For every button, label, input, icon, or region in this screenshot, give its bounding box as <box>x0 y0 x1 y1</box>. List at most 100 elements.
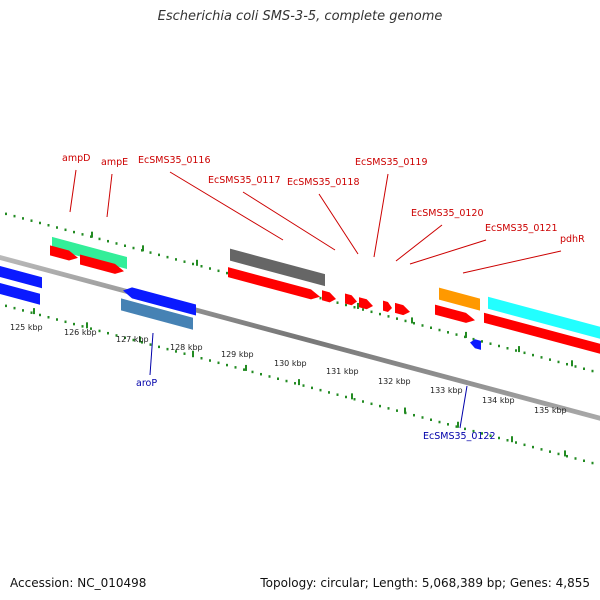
outer-scale-minor-tick <box>498 344 500 348</box>
inner-scale-minor-tick <box>158 345 160 349</box>
inner-scale-minor-tick <box>166 347 169 351</box>
outer-scale-minor-tick <box>574 365 577 368</box>
outer-scale-minor-tick <box>209 267 211 270</box>
inner-scale-minor-tick <box>540 448 543 451</box>
outer-scale-minor-tick <box>124 244 126 247</box>
outer-scale-minor-tick <box>5 212 7 216</box>
scale-label-128-kbp: 128 kbp <box>170 343 203 352</box>
inner-scale-minor-tick <box>226 363 228 367</box>
scale-label-134-kbp: 134 kbp <box>482 396 515 405</box>
cds-EcSMS35-0116-arrow <box>228 267 320 300</box>
outer-scale-minor-tick <box>192 262 194 266</box>
inner-scale-minor-tick <box>481 432 483 435</box>
outer-scale-minor-tick <box>132 246 135 250</box>
inner-scale-minor-tick <box>566 454 568 458</box>
outer-scale-minor-tick <box>591 369 594 373</box>
outer-scale-minor-tick <box>413 321 415 325</box>
inner-scale-minor-tick <box>47 315 50 319</box>
inner-scale-minor-tick <box>523 443 526 447</box>
outer-scale-minor-tick <box>370 310 373 314</box>
inner-scale-minor-tick <box>73 322 75 326</box>
outer-scale-minor-tick <box>98 237 101 241</box>
gene-label-ampD: ampD <box>62 153 90 164</box>
cds-EcSMS35-0118b-arrow <box>359 297 373 310</box>
inner-scale-major-tick <box>86 322 88 329</box>
leader-line-EcSMS35_0117 <box>242 191 336 251</box>
scale-label-127-kbp: 127 kbp <box>116 335 149 344</box>
genome-summary: Topology: circular; Length: 5,068,389 bp… <box>260 576 590 590</box>
outer-scale-minor-tick <box>549 358 551 361</box>
inner-scale-minor-tick <box>56 318 58 321</box>
inner-scale-minor-tick <box>200 357 203 360</box>
inner-scale-minor-tick <box>591 461 594 465</box>
inner-scale-minor-tick <box>396 409 398 412</box>
outer-scale-major-tick <box>571 360 573 367</box>
inner-scale-minor-tick <box>183 352 186 355</box>
inner-scale-major-tick <box>564 450 566 457</box>
inner-scale-minor-tick <box>209 359 211 362</box>
outer-scale-minor-tick <box>523 351 526 355</box>
leader-line-EcSMS35_0122 <box>459 385 468 429</box>
outer-scale-minor-tick <box>336 301 339 304</box>
cds-EcSMS35-0121-arrow <box>435 304 475 323</box>
outer-scale-minor-tick <box>175 258 177 261</box>
inner-scale-minor-tick <box>362 400 364 403</box>
inner-scale-minor-tick <box>413 413 415 417</box>
inner-scale-minor-tick <box>175 350 177 353</box>
outer-scale-minor-tick <box>387 315 390 318</box>
inner-scale-minor-tick <box>438 420 441 424</box>
outer-scale-minor-tick <box>430 326 432 330</box>
outer-scale-minor-tick <box>379 312 381 316</box>
outer-scale-minor-tick <box>158 253 160 257</box>
inner-scale-major-tick <box>298 379 300 386</box>
inner-scale-minor-tick <box>115 334 118 337</box>
leader-line-ampD <box>69 169 77 213</box>
inner-scale-minor-tick <box>319 388 322 392</box>
inner-scale-minor-tick <box>98 329 101 333</box>
inner-scale-minor-tick <box>13 306 16 310</box>
inner-scale-minor-tick <box>277 377 279 381</box>
outer-scale-minor-tick <box>200 265 203 268</box>
map-title: Escherichia coli SMS-3-5, complete genom… <box>157 9 443 24</box>
outer-scale-major-tick <box>91 231 93 238</box>
outer-scale-minor-tick <box>107 239 109 243</box>
leader-line-pdhR <box>462 250 562 274</box>
inner-scale-minor-tick <box>39 313 41 317</box>
outer-scale-minor-tick <box>115 242 118 245</box>
cds-ampD-arrow <box>50 245 78 261</box>
scale-label-130-kbp: 130 kbp <box>274 359 307 368</box>
leader-line-ampE <box>106 173 113 218</box>
inner-scale-minor-tick <box>506 439 509 442</box>
inner-scale-minor-tick <box>5 304 7 308</box>
outer-scale-minor-tick <box>540 356 543 359</box>
feature-orange-block <box>439 287 480 311</box>
outer-scale-minor-tick <box>455 333 458 336</box>
inner-scale-minor-tick <box>243 368 245 371</box>
inner-scale-minor-tick <box>549 450 551 453</box>
inner-scale-minor-tick <box>311 386 313 390</box>
outer-scale-minor-tick <box>56 226 58 229</box>
outer-scale-minor-tick <box>506 347 509 350</box>
inner-scale-minor-tick <box>421 416 424 419</box>
scale-label-133-kbp: 133 kbp <box>430 386 463 395</box>
inner-scale-major-tick <box>33 308 35 315</box>
scale-label-131-kbp: 131 kbp <box>326 367 359 376</box>
leader-line-EcSMS35_0116 <box>169 171 284 241</box>
inner-scale-minor-tick <box>81 325 84 328</box>
outer-scale-minor-tick <box>47 223 50 227</box>
outer-scale-minor-tick <box>183 260 186 263</box>
gene-label-aroP: aroP <box>136 378 157 389</box>
inner-scale-major-tick <box>192 350 194 357</box>
inner-scale-minor-tick <box>489 434 492 437</box>
cds-EcSMS35-0118-arrow <box>345 293 357 306</box>
outer-scale-minor-tick <box>557 360 560 364</box>
gene-features <box>0 236 600 354</box>
inner-scale-major-tick <box>351 393 353 400</box>
inner-scale-major-tick <box>139 336 141 343</box>
cds-pdhR-bar <box>484 312 600 354</box>
outer-scale-minor-tick <box>226 271 228 275</box>
scale-label-126-kbp: 126 kbp <box>64 328 97 337</box>
inner-scale-major-tick <box>511 436 513 443</box>
